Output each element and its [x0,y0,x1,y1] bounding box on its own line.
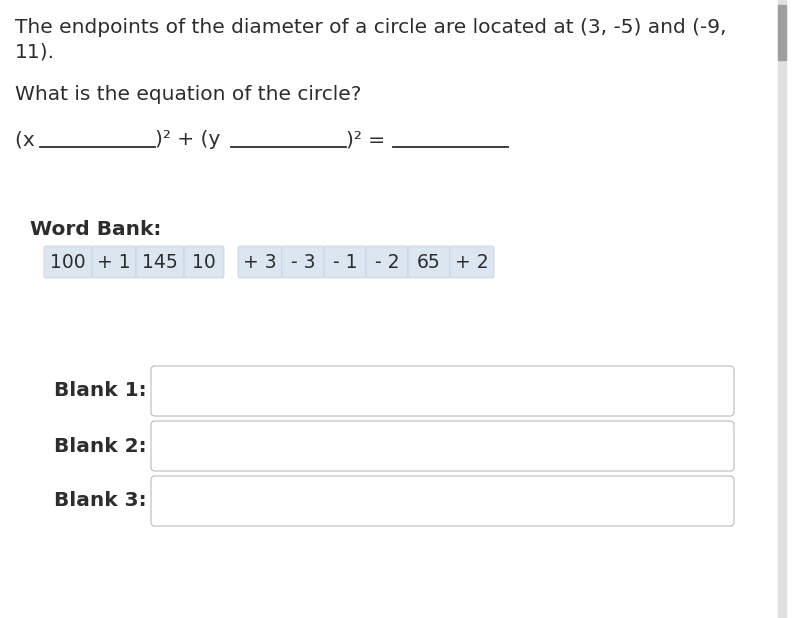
Text: + 1: + 1 [97,253,131,271]
FancyBboxPatch shape [151,421,734,471]
FancyBboxPatch shape [44,246,92,278]
FancyBboxPatch shape [282,246,324,278]
FancyBboxPatch shape [238,246,282,278]
Text: + 2: + 2 [455,253,489,271]
Text: Blank 3:: Blank 3: [54,491,147,510]
Text: Blank 1:: Blank 1: [54,381,147,400]
Text: 145: 145 [142,253,178,271]
FancyBboxPatch shape [136,246,184,278]
Bar [778,5,786,60]
FancyBboxPatch shape [184,246,224,278]
Text: 10: 10 [192,253,216,271]
Text: )² =: )² = [346,130,385,149]
FancyBboxPatch shape [450,246,494,278]
FancyBboxPatch shape [92,246,136,278]
Text: 65: 65 [417,253,441,271]
Text: - 2: - 2 [374,253,399,271]
Text: What is the equation of the circle?: What is the equation of the circle? [15,85,362,104]
Text: )² + (y: )² + (y [155,130,226,149]
Text: 100: 100 [50,253,86,271]
Text: - 3: - 3 [290,253,315,271]
Bar [778,0,786,618]
FancyBboxPatch shape [151,366,734,416]
Text: Word Bank:: Word Bank: [30,220,162,239]
FancyBboxPatch shape [324,246,366,278]
Text: 11).: 11). [15,42,55,61]
Text: + 3: + 3 [243,253,277,271]
Text: The endpoints of the diameter of a circle are located at (3, -5) and (-9,: The endpoints of the diameter of a circl… [15,18,726,37]
Text: (x: (x [15,130,41,149]
Text: - 1: - 1 [333,253,358,271]
Text: Blank 2:: Blank 2: [54,436,147,455]
FancyBboxPatch shape [366,246,408,278]
FancyBboxPatch shape [408,246,450,278]
FancyBboxPatch shape [151,476,734,526]
